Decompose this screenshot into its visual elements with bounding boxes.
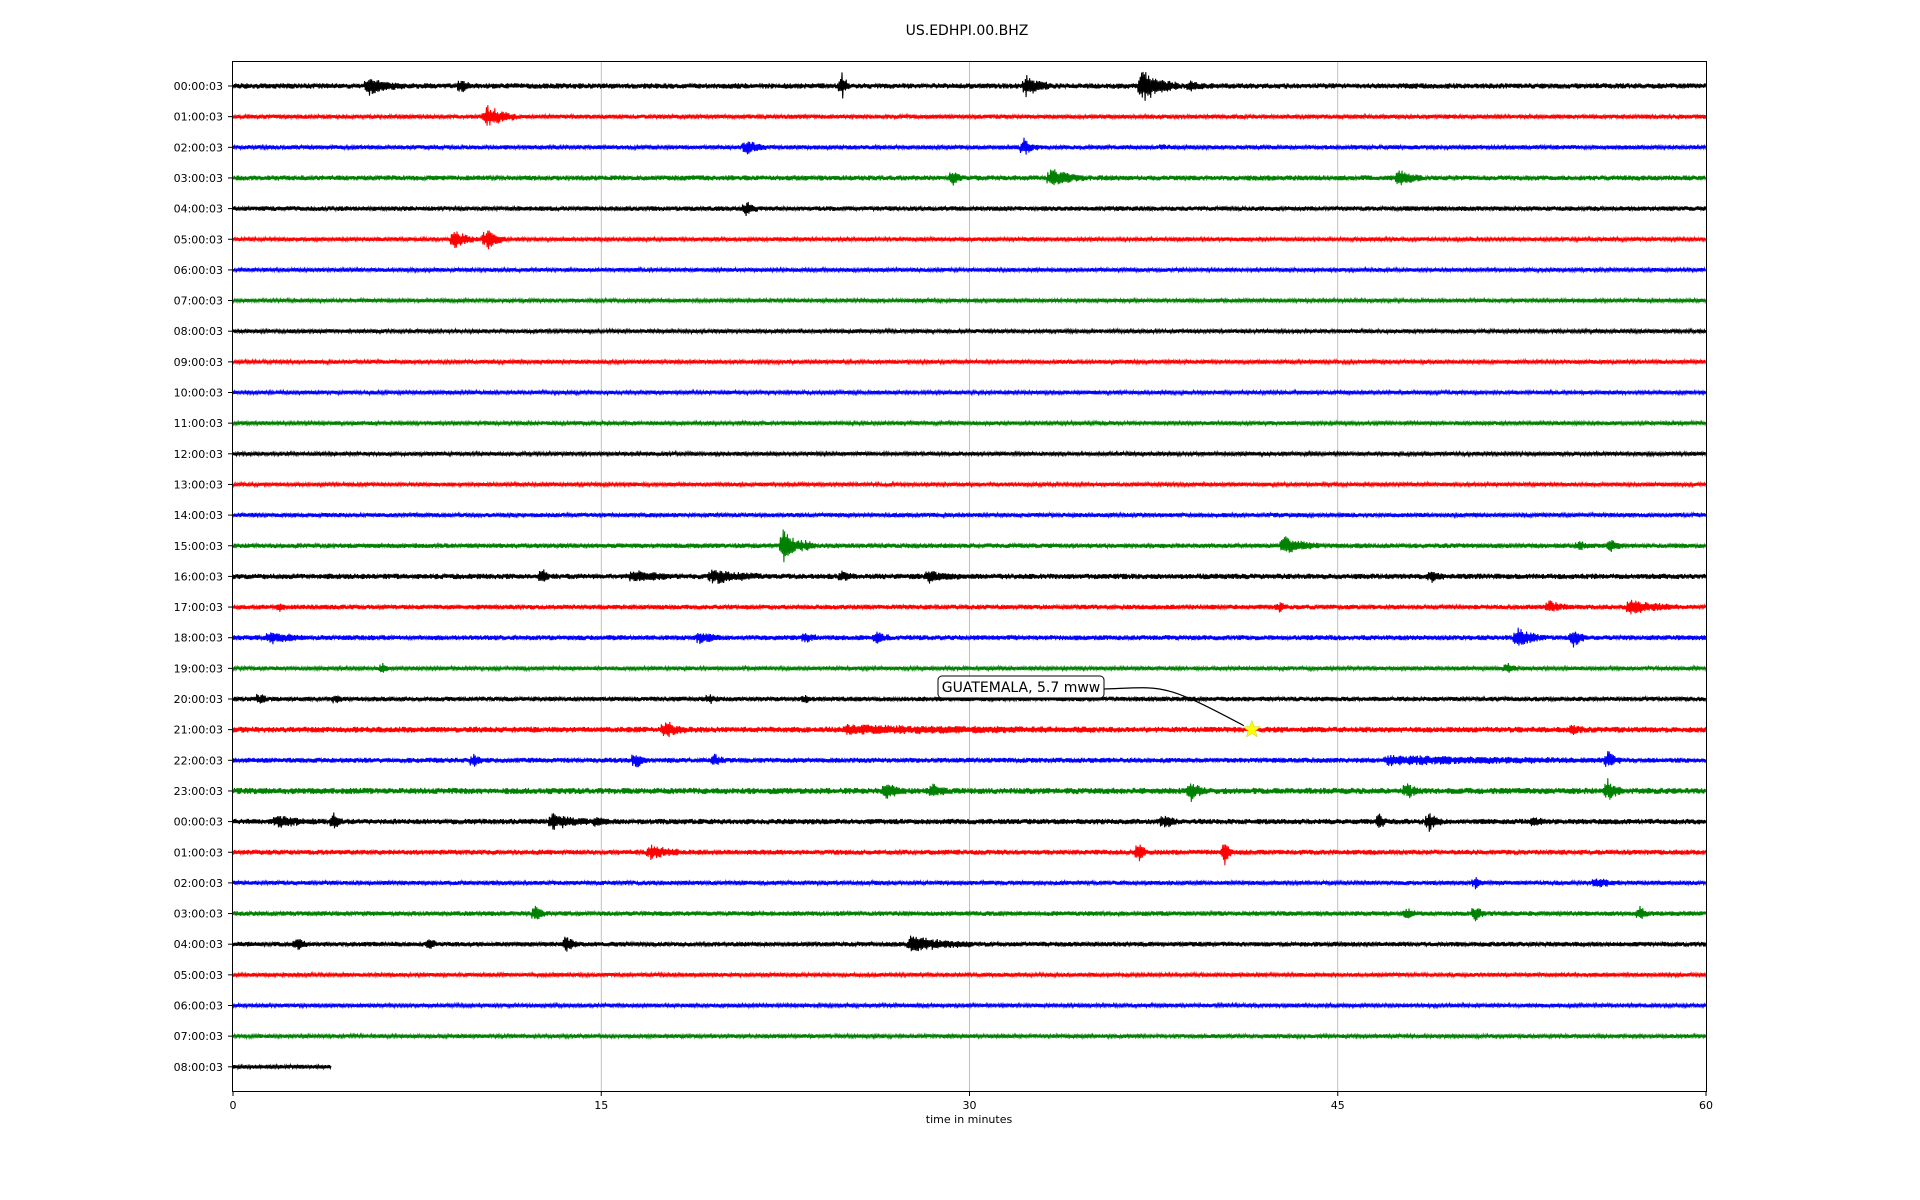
trace-row-17 bbox=[232, 599, 1707, 615]
row-label-10: 10:00:03 bbox=[174, 387, 223, 400]
row-label-14: 14:00:03 bbox=[174, 509, 223, 522]
traces bbox=[232, 71, 1707, 1071]
chart-title: US.EDHPI.00.BHZ bbox=[906, 23, 1029, 39]
row-label-21: 21:00:03 bbox=[174, 724, 223, 737]
row-label-29: 05:00:03 bbox=[174, 969, 223, 982]
row-label-5: 05:00:03 bbox=[174, 233, 223, 246]
row-label-11: 11:00:03 bbox=[174, 417, 223, 430]
trace-row-28 bbox=[232, 935, 1707, 952]
row-label-8: 08:00:03 bbox=[174, 325, 223, 338]
row-label-28: 04:00:03 bbox=[174, 938, 223, 951]
trace-row-22 bbox=[232, 751, 1707, 768]
row-label-3: 03:00:03 bbox=[174, 172, 223, 185]
row-label-19: 19:00:03 bbox=[174, 662, 223, 675]
trace-row-4 bbox=[232, 201, 1707, 217]
annotation-arrow-0 bbox=[1103, 687, 1245, 727]
trace-row-2 bbox=[232, 137, 1707, 155]
row-label-1: 01:00:03 bbox=[174, 111, 223, 124]
row-label-31: 07:00:03 bbox=[174, 1030, 223, 1043]
event-star-marker-0 bbox=[1242, 719, 1262, 738]
trace-row-31 bbox=[232, 1032, 1707, 1041]
row-label-12: 12:00:03 bbox=[174, 448, 223, 461]
x-tick-label-2: 30 bbox=[963, 1099, 977, 1112]
row-label-26: 02:00:03 bbox=[174, 877, 223, 890]
trace-row-27 bbox=[232, 905, 1707, 922]
trace-row-8 bbox=[232, 327, 1707, 336]
annotations: GUATEMALA, 5.7 mww bbox=[937, 675, 1262, 738]
x-tick-label-1: 15 bbox=[594, 1099, 608, 1112]
trace-row-19 bbox=[232, 663, 1707, 673]
trace-row-12 bbox=[232, 449, 1707, 458]
row-label-27: 03:00:03 bbox=[174, 908, 223, 921]
trace-row-29 bbox=[232, 970, 1707, 979]
x-tick-label-4: 60 bbox=[1699, 1099, 1713, 1112]
row-label-30: 06:00:03 bbox=[174, 1000, 223, 1013]
row-time-labels: 00:00:03 01:00:03 02:00:03 03:00:03 04:00:03… bbox=[174, 80, 233, 1074]
row-label-9: 09:00:03 bbox=[174, 356, 223, 369]
trace-row-7 bbox=[232, 296, 1707, 305]
row-label-16: 16:00:03 bbox=[174, 570, 223, 583]
x-tick-label-0: 0 bbox=[230, 1099, 237, 1112]
trace-row-26 bbox=[232, 877, 1707, 890]
trace-row-24 bbox=[232, 812, 1707, 832]
trace-row-18 bbox=[232, 627, 1707, 648]
row-label-7: 07:00:03 bbox=[174, 295, 223, 308]
annotation-text-0: GUATEMALA, 5.7 mww bbox=[942, 680, 1101, 696]
x-axis-label: time in minutes bbox=[926, 1113, 1013, 1126]
row-label-20: 20:00:03 bbox=[174, 693, 223, 706]
annotation-box-0 bbox=[937, 675, 1105, 699]
trace-row-10 bbox=[232, 388, 1707, 397]
trace-row-1 bbox=[232, 105, 1707, 126]
row-label-18: 18:00:03 bbox=[174, 632, 223, 645]
row-label-17: 17:00:03 bbox=[174, 601, 223, 614]
trace-row-3 bbox=[232, 169, 1707, 186]
trace-row-25 bbox=[232, 844, 1707, 866]
row-label-6: 06:00:03 bbox=[174, 264, 223, 277]
trace-row-23 bbox=[232, 778, 1707, 803]
row-label-23: 23:00:03 bbox=[174, 785, 223, 798]
trace-row-11 bbox=[232, 419, 1707, 428]
row-label-15: 15:00:03 bbox=[174, 540, 223, 553]
trace-row-14 bbox=[232, 511, 1707, 520]
row-label-13: 13:00:03 bbox=[174, 478, 223, 491]
x-axis: 0 15 30 45 60 bbox=[230, 1091, 1713, 1112]
row-label-32: 08:00:03 bbox=[174, 1061, 223, 1074]
trace-row-5 bbox=[232, 230, 1707, 250]
row-label-2: 02:00:03 bbox=[174, 141, 223, 154]
trace-row-21 bbox=[232, 721, 1707, 738]
row-label-4: 04:00:03 bbox=[174, 203, 223, 216]
trace-row-9 bbox=[232, 357, 1707, 366]
trace-row-6 bbox=[232, 265, 1707, 274]
trace-row-13 bbox=[232, 480, 1707, 489]
row-label-22: 22:00:03 bbox=[174, 754, 223, 767]
x-tick-label-3: 45 bbox=[1331, 1099, 1345, 1112]
trace-row-0 bbox=[232, 71, 1707, 101]
trace-row-15 bbox=[232, 529, 1707, 563]
row-label-0: 00:00:03 bbox=[174, 80, 223, 93]
trace-row-32 bbox=[232, 1062, 332, 1071]
row-label-25: 01:00:03 bbox=[174, 846, 223, 859]
trace-row-16 bbox=[232, 569, 1707, 584]
row-label-24: 00:00:03 bbox=[174, 816, 223, 829]
trace-row-30 bbox=[232, 1001, 1707, 1010]
